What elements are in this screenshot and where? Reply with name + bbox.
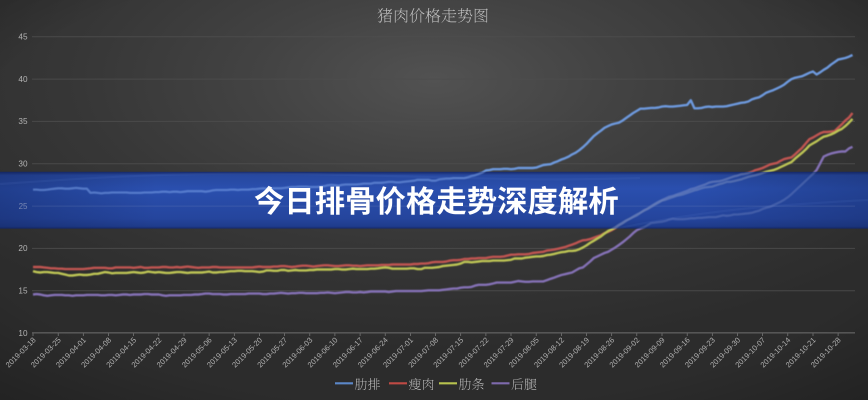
svg-text:10: 10 <box>18 329 28 338</box>
svg-text:45: 45 <box>18 33 28 42</box>
svg-text:15: 15 <box>18 287 28 296</box>
svg-text:40: 40 <box>18 75 28 84</box>
svg-text:35: 35 <box>18 117 28 126</box>
svg-text:25: 25 <box>19 202 28 211</box>
svg-text:30: 30 <box>18 160 28 169</box>
svg-text:20: 20 <box>18 244 28 253</box>
